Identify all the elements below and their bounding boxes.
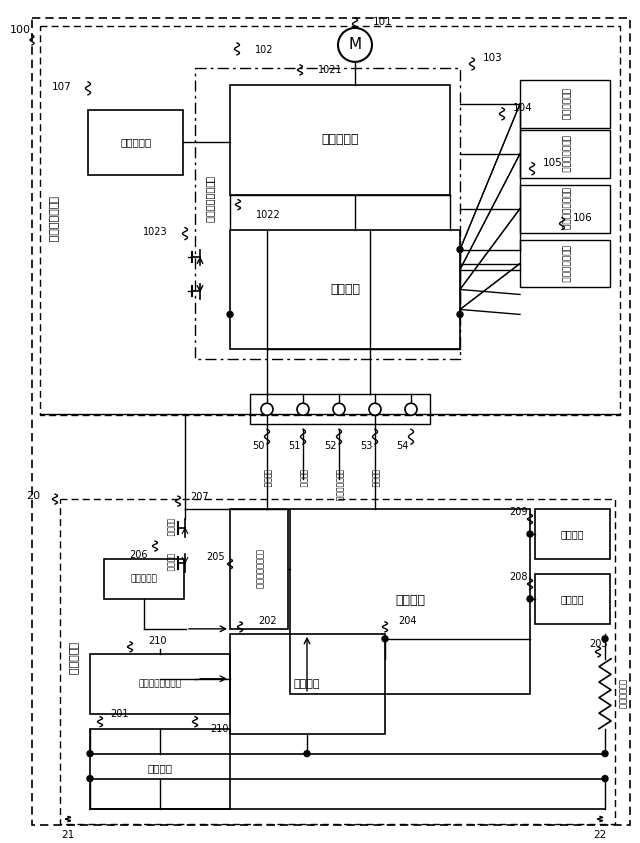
Text: 103: 103 xyxy=(483,53,503,63)
Text: 電流検出抵抗: 電流検出抵抗 xyxy=(618,679,627,709)
Text: 203: 203 xyxy=(589,639,607,649)
Text: 207: 207 xyxy=(190,492,209,502)
Text: 電池セル: 電池セル xyxy=(147,764,173,774)
Text: 106: 106 xyxy=(573,212,593,223)
Bar xyxy=(40,26,620,416)
Text: 1021: 1021 xyxy=(318,65,342,75)
Text: 操作パネル: 操作パネル xyxy=(120,137,152,147)
Text: 出力回路: 出力回路 xyxy=(560,529,584,539)
Text: モータ駆動制御器: モータ駆動制御器 xyxy=(205,176,215,223)
Text: オンオフ制御回路: オンオフ制御回路 xyxy=(255,549,264,589)
Text: インバータ: インバータ xyxy=(321,133,359,146)
Circle shape xyxy=(457,246,463,253)
Text: 50: 50 xyxy=(252,441,264,451)
Text: 通信端子: 通信端子 xyxy=(298,470,307,487)
Text: 20: 20 xyxy=(26,491,40,501)
Text: 204: 204 xyxy=(398,616,417,626)
Text: トルクセンサ: トルクセンサ xyxy=(561,88,570,120)
Text: 100: 100 xyxy=(10,25,31,35)
Text: 104: 104 xyxy=(513,103,532,113)
Circle shape xyxy=(457,311,463,318)
Text: ペダル回転センサ: ペダル回転センサ xyxy=(561,187,570,230)
Text: 負極端子: 負極端子 xyxy=(371,470,380,487)
Bar xyxy=(90,728,230,808)
Bar xyxy=(520,239,610,287)
Circle shape xyxy=(227,311,233,318)
Text: モータ駆動装置: モータ駆動装置 xyxy=(47,196,57,243)
Text: 208: 208 xyxy=(509,572,528,582)
Circle shape xyxy=(527,596,533,602)
Text: 監視回路: 監視回路 xyxy=(294,679,320,689)
Bar xyxy=(230,229,460,349)
Bar xyxy=(230,634,385,733)
Text: 21: 21 xyxy=(61,830,75,840)
Bar xyxy=(88,110,183,175)
Bar xyxy=(104,559,184,599)
Text: 107: 107 xyxy=(52,82,72,92)
Text: 105: 105 xyxy=(543,158,563,168)
Circle shape xyxy=(369,403,381,416)
Text: 22: 22 xyxy=(593,830,607,840)
Text: 温度センサ: 温度センサ xyxy=(131,574,157,583)
Text: 電池パック: 電池パック xyxy=(67,642,77,675)
Bar xyxy=(230,85,450,195)
Bar xyxy=(520,130,610,178)
Text: 52: 52 xyxy=(324,441,337,451)
Text: セル監視デバイス: セル監視デバイス xyxy=(138,679,182,688)
Text: 209: 209 xyxy=(509,507,528,517)
Circle shape xyxy=(405,403,417,416)
Text: 53: 53 xyxy=(360,441,372,451)
Text: 1022: 1022 xyxy=(256,210,281,220)
Bar xyxy=(535,574,610,624)
Circle shape xyxy=(297,403,309,416)
Text: 正極端子: 正極端子 xyxy=(262,470,271,487)
Text: 202: 202 xyxy=(258,616,276,626)
Bar xyxy=(520,185,610,233)
Text: 充電器発出端子: 充電器発出端子 xyxy=(335,470,344,502)
Bar xyxy=(60,499,615,824)
Text: 1023: 1023 xyxy=(143,227,168,237)
Text: M: M xyxy=(348,37,362,52)
Bar xyxy=(90,654,230,714)
Text: 102: 102 xyxy=(255,45,273,55)
Text: 入力回路: 入力回路 xyxy=(560,594,584,604)
Circle shape xyxy=(602,636,608,642)
Text: 駆動回路: 駆動回路 xyxy=(330,283,360,296)
Text: 充電制御: 充電制御 xyxy=(166,518,175,536)
Circle shape xyxy=(304,750,310,757)
Bar xyxy=(290,509,530,694)
Circle shape xyxy=(382,636,388,642)
Circle shape xyxy=(333,403,345,416)
Text: 201: 201 xyxy=(110,709,129,719)
Text: 放電制御: 放電制御 xyxy=(166,553,175,572)
Text: 制御回路: 制御回路 xyxy=(395,594,425,608)
Bar xyxy=(230,509,288,629)
Circle shape xyxy=(602,776,608,781)
Bar xyxy=(250,395,430,424)
Text: 51: 51 xyxy=(288,441,300,451)
Text: 101: 101 xyxy=(373,17,393,27)
Circle shape xyxy=(261,403,273,416)
Text: 206: 206 xyxy=(129,550,148,560)
Circle shape xyxy=(338,28,372,62)
Text: 前輪回転センサ: 前輪回転センサ xyxy=(561,244,570,282)
Circle shape xyxy=(87,750,93,757)
Bar xyxy=(520,80,610,128)
Text: 210: 210 xyxy=(210,723,228,733)
Circle shape xyxy=(602,750,608,757)
Bar xyxy=(535,509,610,559)
Circle shape xyxy=(527,531,533,537)
Text: 54: 54 xyxy=(396,441,408,451)
Text: 205: 205 xyxy=(206,552,225,562)
Circle shape xyxy=(87,776,93,781)
Text: 210: 210 xyxy=(148,636,166,646)
Text: ブレーキセンサ: ブレーキセンサ xyxy=(561,135,570,173)
